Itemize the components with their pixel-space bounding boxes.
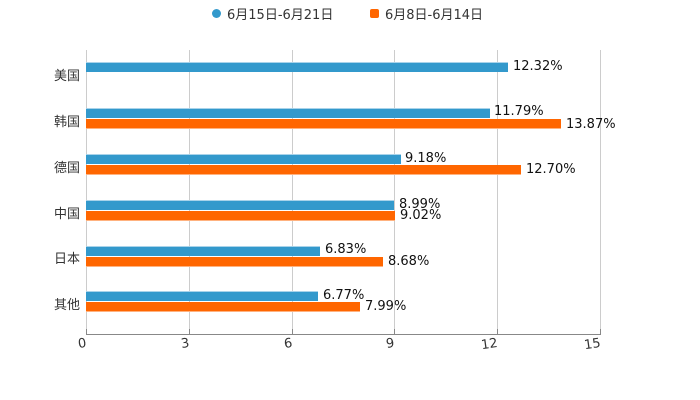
bar-series1-germany[interactable] (86, 154, 401, 164)
x-tick-label: 0 (77, 336, 88, 353)
legend-circle-icon (212, 9, 221, 18)
grid-line (189, 50, 190, 334)
x-axis-line (86, 334, 601, 335)
x-tick (86, 329, 87, 334)
x-tick (394, 329, 395, 334)
x-tick-label: 9 (385, 336, 396, 353)
x-tick-label: 15 (583, 336, 602, 354)
bar-series1-other[interactable] (86, 291, 318, 301)
bar-series2-china[interactable] (86, 211, 395, 221)
y-category-label: 中国 (53, 207, 80, 222)
value-label: 9.02% (400, 208, 442, 223)
bar-series1-china[interactable] (86, 200, 394, 210)
y-category-label: 其他 (53, 298, 80, 313)
x-tick-label: 3 (180, 336, 191, 353)
value-label: 9.18% (405, 151, 447, 166)
value-label: 6.83% (325, 242, 367, 257)
x-tick-label: 6 (283, 336, 294, 353)
y-category-label: 德国 (53, 161, 80, 176)
x-tick-label: 12 (480, 336, 499, 354)
value-label: 6.77% (323, 288, 365, 303)
bar-series2-other[interactable] (86, 302, 360, 312)
grid-line (600, 50, 601, 334)
grid-line (394, 50, 395, 334)
value-label: 13.87% (566, 117, 616, 132)
value-label: 12.70% (526, 162, 576, 177)
chart-legend: 6月15日-6月21日 6月8日-6月14日 (0, 4, 700, 24)
legend-label: 6月15日-6月21日 (227, 8, 334, 23)
value-label: 7.99% (365, 299, 407, 314)
legend-square-icon (370, 9, 379, 18)
legend-item-series2[interactable]: 6月8日-6月14日 (370, 4, 483, 23)
bar-series2-korea[interactable] (86, 119, 561, 129)
bar-series2-japan[interactable] (86, 257, 383, 267)
legend-item-series1[interactable]: 6月15日-6月21日 (212, 4, 333, 23)
bar-series2-germany[interactable] (86, 165, 521, 175)
y-category-label: 美国 (53, 69, 80, 84)
grid-line (292, 50, 293, 334)
x-tick (600, 329, 601, 334)
x-tick (189, 329, 190, 334)
bar-series1-korea[interactable] (86, 108, 490, 118)
grid-line (86, 50, 87, 334)
value-label: 12.32% (513, 59, 563, 74)
grid-line (497, 50, 498, 334)
value-label: 8.68% (388, 254, 430, 269)
x-tick (292, 329, 293, 334)
legend-label: 6月8日-6月14日 (385, 8, 484, 23)
x-tick (497, 329, 498, 334)
y-category-label: 日本 (53, 252, 80, 267)
bar-series1-japan[interactable] (86, 246, 320, 256)
value-label: 11.79% (494, 104, 544, 119)
value-label: 8.99% (399, 197, 441, 212)
y-category-label: 韩国 (53, 115, 80, 130)
bar-series1-us[interactable] (86, 62, 508, 72)
